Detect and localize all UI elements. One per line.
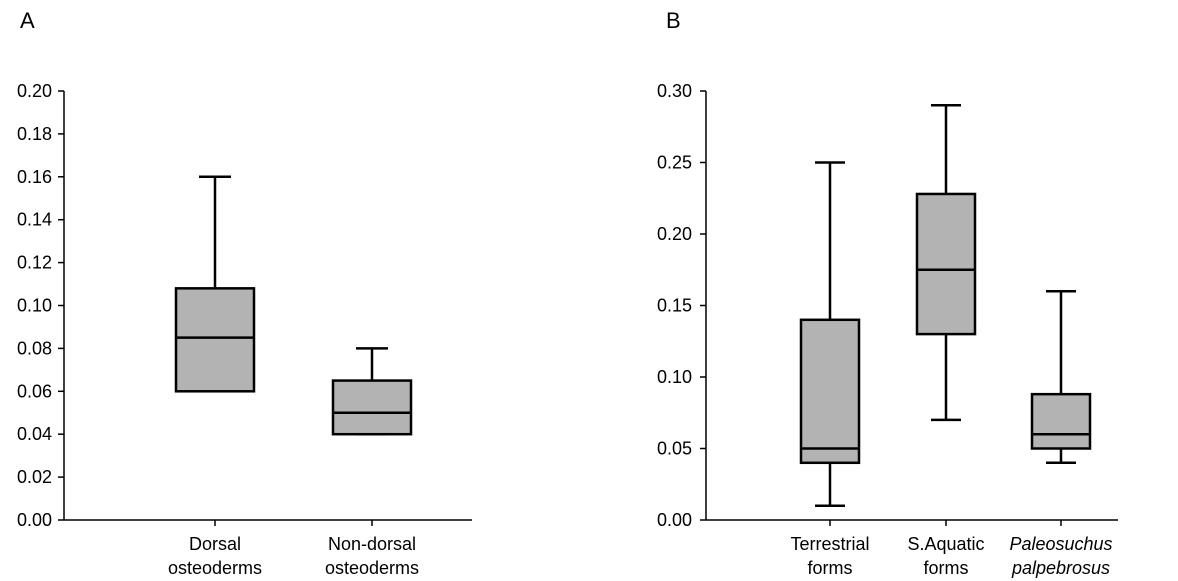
panel-a-chart: 0.00 0.02 0.04 0.06 0.08 0.10 0.12 0.14 0.16 0.18… (17, 81, 472, 578)
category-label: Terrestrial (790, 534, 869, 554)
y-tick-label: 0.10 (17, 296, 52, 316)
y-tick-label: 0.00 (17, 510, 52, 530)
category-label: Dorsal (189, 534, 241, 554)
panel-label-b: B (666, 8, 681, 33)
y-tick-label: 0.14 (17, 210, 52, 230)
y-tick-label: 0.04 (17, 424, 52, 444)
iqr-box (915, 192, 977, 336)
y-tick-label: 0.20 (657, 224, 692, 244)
y-tick-label: 0.08 (17, 338, 52, 358)
y-tick-label: 0.16 (17, 167, 52, 187)
panel-label-a: A (20, 8, 35, 33)
y-tick-label: 0.10 (657, 367, 692, 387)
category-label: osteoderms (168, 558, 262, 578)
category-label: osteoderms (325, 558, 419, 578)
box-1 (174, 175, 256, 393)
category-label: Paleosuchus (1009, 534, 1112, 554)
panel-b-chart: 0.00 0.05 0.10 0.15 0.20 0.25 0.30 Terrestrial f… (657, 81, 1118, 578)
category-label: Non-dorsal (328, 534, 416, 554)
box-2 (331, 347, 413, 436)
y-tick-label: 0.18 (17, 124, 52, 144)
category-label: S.Aquatic (907, 534, 984, 554)
y-tick-label: 0.00 (657, 510, 692, 530)
iqr-box (331, 379, 413, 436)
y-tick-label: 0.25 (657, 153, 692, 173)
y-tick-label: 0.02 (17, 467, 52, 487)
iqr-box (799, 318, 861, 465)
iqr-box (174, 287, 256, 393)
y-tick-label: 0.12 (17, 253, 52, 273)
y-tick-label: 0.20 (17, 81, 52, 101)
iqr-box (1030, 392, 1092, 450)
y-tick-label: 0.15 (657, 296, 692, 316)
box-3 (1030, 289, 1092, 465)
y-tick-label: 0.06 (17, 381, 52, 401)
y-tick-label: 0.05 (657, 439, 692, 459)
box-1 (799, 161, 861, 507)
category-label: palpebrosus (1011, 558, 1110, 578)
category-label: forms (924, 558, 969, 578)
category-label: forms (808, 558, 853, 578)
box-2 (915, 104, 977, 422)
y-tick-label: 0.30 (657, 81, 692, 101)
